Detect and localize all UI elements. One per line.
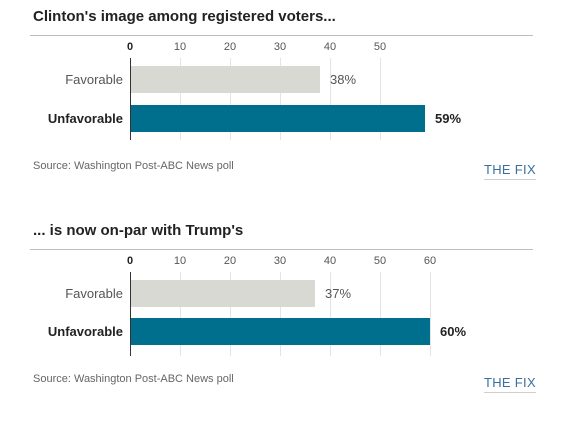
zero-axis-line [130, 58, 131, 140]
x-tick-label: 30 [273, 41, 287, 53]
header-rule [30, 35, 533, 36]
x-gridline [380, 58, 381, 140]
bar-favorable [131, 66, 320, 93]
source-note: Source: Washington Post-ABC News poll [33, 373, 234, 385]
value-label: 59% [435, 111, 462, 126]
value-label: 38% [330, 72, 357, 87]
zero-axis-line [130, 272, 131, 356]
x-tick-label: 40 [323, 255, 337, 267]
x-gridline [330, 272, 331, 356]
x-tick-label: 60 [423, 255, 437, 267]
x-gridline [180, 272, 181, 356]
x-tick-label: 0 [126, 255, 134, 267]
x-tick-label: 30 [273, 255, 287, 267]
x-tick-label: 40 [323, 41, 337, 53]
x-gridline [180, 58, 181, 140]
category-label: Unfavorable [47, 111, 123, 126]
x-tick-label: 50 [373, 41, 387, 53]
x-gridline [330, 58, 331, 140]
x-tick-label: 20 [223, 41, 237, 53]
x-gridline [230, 272, 231, 356]
x-gridline [380, 272, 381, 356]
x-gridline [430, 272, 431, 356]
x-tick-label: 50 [373, 255, 387, 267]
x-tick-label: 20 [223, 255, 237, 267]
x-gridline [280, 58, 281, 140]
bar-unfavorable [131, 105, 425, 132]
header-rule [30, 249, 533, 250]
bar-unfavorable [131, 318, 430, 345]
chart-title: ... is now on-par with Trump's [33, 222, 244, 239]
chart-panel-clinton: Clinton's image among registered voters.… [0, 0, 564, 212]
value-label: 60% [440, 324, 467, 339]
x-gridline [230, 58, 231, 140]
the-fix-link[interactable]: THE FIX [484, 162, 536, 180]
x-tick-label: 10 [173, 41, 187, 53]
x-tick-label: 0 [126, 41, 134, 53]
category-label: Unfavorable [47, 324, 123, 339]
bar-favorable [131, 280, 315, 307]
chart-panel-trump-comparison: ... is now on-par with Trump's 0 10 20 30 40… [0, 212, 564, 425]
the-fix-link[interactable]: THE FIX [484, 375, 536, 393]
chart-title: Clinton's image among registered voters.… [33, 8, 336, 25]
source-note: Source: Washington Post-ABC News poll [33, 160, 234, 172]
category-label: Favorable [65, 72, 123, 87]
value-label: 37% [325, 286, 352, 301]
category-label: Favorable [65, 286, 123, 301]
x-tick-label: 10 [173, 255, 187, 267]
x-gridline [280, 272, 281, 356]
